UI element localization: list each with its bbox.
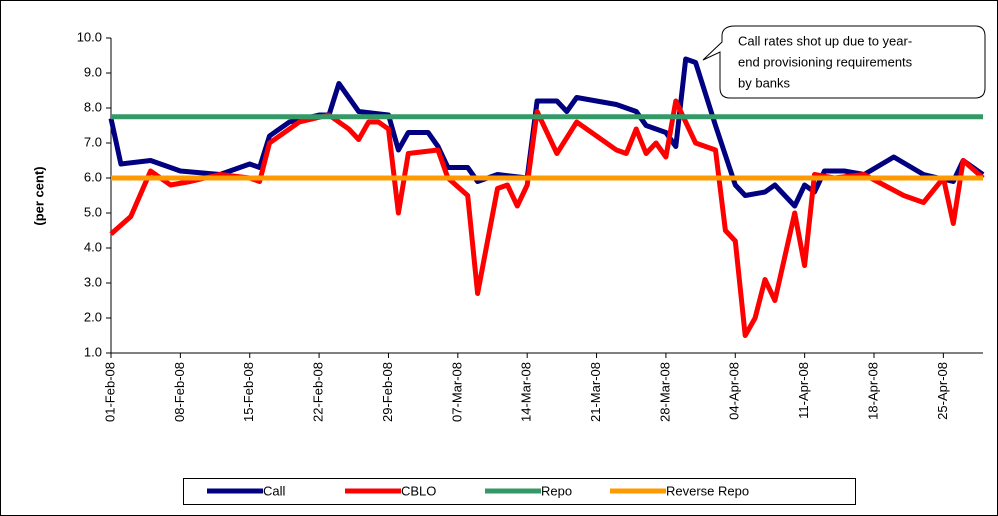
annotation-line: by banks	[738, 75, 791, 90]
y-tick-label: 7.0	[84, 134, 102, 149]
legend-label: CBLO	[401, 483, 436, 498]
x-tick-label: 18-Apr-08	[865, 362, 880, 420]
annotation-callout	[702, 25, 986, 99]
legend-label: Call	[263, 483, 286, 498]
y-tick-label: 4.0	[84, 239, 102, 254]
legend-label: Repo	[541, 483, 572, 498]
x-tick-label: 04-Apr-08	[727, 362, 742, 420]
x-tick-label: 15-Feb-08	[241, 362, 256, 422]
y-tick-label: 6.0	[84, 169, 102, 184]
series-line	[109, 98, 985, 338]
x-tick-label: 29-Feb-08	[380, 362, 395, 422]
annotation-line: end provisioning requirements	[738, 54, 913, 69]
y-tick-label: 8.0	[84, 99, 102, 114]
x-tick-label: 21-Mar-08	[588, 362, 603, 422]
x-tick-label: 28-Mar-08	[657, 362, 672, 422]
x-tick-label: 14-Mar-08	[519, 362, 534, 422]
x-tick-label: 01-Feb-08	[102, 362, 117, 422]
legend-label: Reverse Repo	[666, 483, 749, 498]
y-tick-label: 10.0	[77, 29, 102, 44]
annotation-line: Call rates shot up due to year-	[738, 33, 912, 48]
x-tick-label: 11-Apr-08	[796, 362, 811, 419]
y-tick-label: 3.0	[84, 274, 102, 289]
x-tick-label: 22-Feb-08	[311, 362, 326, 422]
x-tick-label: 08-Feb-08	[172, 362, 187, 422]
y-tick-label: 2.0	[84, 309, 102, 324]
y-tick-label: 1.0	[84, 344, 102, 359]
y-tick-label: 5.0	[84, 204, 102, 219]
x-tick-label: 25-Apr-08	[935, 362, 950, 420]
y-tick-label: 9.0	[84, 64, 102, 79]
x-tick-label: 07-Mar-08	[449, 362, 464, 422]
y-axis-label: (per cent)	[31, 166, 46, 225]
